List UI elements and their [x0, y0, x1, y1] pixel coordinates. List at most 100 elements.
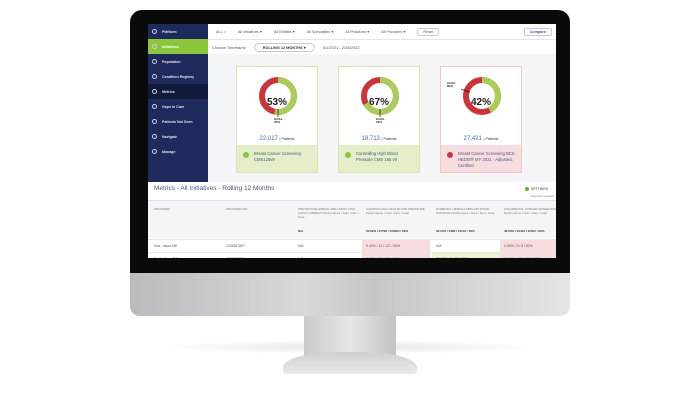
- table-cell: 0.00% / 0 / 8 / 50%: [504, 244, 533, 248]
- navigate-icon: [152, 134, 157, 139]
- goal-label: GOAL 80%: [447, 81, 456, 89]
- table-cell: N/A: [436, 244, 442, 248]
- card-footer[interactable]: Controlling High Blood Pressure CMS 165 …: [339, 145, 419, 172]
- breadcrumb[interactable]: ALL >: [216, 29, 226, 34]
- table-cell: 36.00% / 9 / 25 / 50%: [436, 257, 468, 258]
- column-header[interactable]: COLORECTAL CANCER SCREENING Performance …: [504, 207, 556, 215]
- table-cell: Smith, Jane DO: [154, 257, 178, 258]
- column-header[interactable]: CONTROLLING HIGH BLOOD PRESSURE Performa…: [366, 207, 425, 215]
- column-header[interactable]: PROVIDER NPI: [226, 207, 248, 211]
- column-summary: 20.82% / 27768 / 133384 / 90%: [366, 229, 409, 233]
- donut-chart: [461, 77, 501, 115]
- sidebar-item-gaps-in-care[interactable]: Gaps in Care: [148, 99, 208, 114]
- table-cell: N/A: [298, 244, 304, 248]
- cell-highlight: [362, 240, 430, 253]
- cell-highlight: [500, 240, 556, 253]
- ring-icon: [152, 89, 157, 94]
- filter-specialties[interactable]: All Specialties ▾: [306, 30, 334, 34]
- column-summary: N/A: [298, 229, 304, 233]
- percent-label: 42%: [470, 97, 491, 108]
- alert-circle-icon: [447, 152, 453, 158]
- card-footer[interactable]: Breast Cancer Screening CMS125v9: [237, 145, 317, 172]
- goal-text: GOAL: [447, 81, 456, 85]
- sidebar-item-population[interactable]: Population: [148, 54, 208, 69]
- table-cell: 9.44% / 12 / 127 / 50%: [366, 244, 401, 248]
- sidebar-item-label: Platform: [162, 29, 177, 34]
- card-footer[interactable]: Breast Cancer Screening BCS HEDIS® MY 20…: [441, 145, 521, 172]
- patient-count: 22,017 | Patients: [237, 136, 317, 142]
- last-updated-note: Data last updated: [530, 194, 554, 198]
- column-header[interactable]: DIABETES: HEMOGLOBIN A1C POOR CONTROL Pe…: [436, 207, 495, 215]
- count-unit: | Patients: [279, 137, 295, 141]
- patient-count: 27,421 | Patients: [441, 136, 521, 142]
- goal-label: GOAL 50%: [274, 117, 283, 125]
- sidebar-item-metrics[interactable]: Metrics: [148, 84, 208, 99]
- sidebar-item-label: Condition Registry: [162, 74, 195, 79]
- filter-entities[interactable]: All Entities ▾: [273, 30, 295, 34]
- goal-value: 50%: [274, 120, 281, 125]
- sidebar-item-label: Metrics: [162, 89, 175, 94]
- timeframe-bar: Choose Timeframe ROLLING 12 MONTHS ▾ 3/1…: [208, 40, 556, 54]
- count-unit: | Patients: [483, 137, 499, 141]
- count-value: 22,017: [259, 136, 278, 142]
- sidebar-item-platform[interactable]: Platform: [148, 24, 208, 39]
- column-summary: 48.00% / 20403 / 42500 / 90%: [504, 229, 545, 233]
- measure-title: Breast Cancer Screening CMS125v9: [254, 151, 301, 162]
- sidebar-item-patients-not-seen[interactable]: Patients Not Seen: [148, 114, 208, 129]
- filter-practices[interactable]: All Practices ▾: [345, 30, 370, 34]
- check-circle-icon: [243, 152, 249, 158]
- table-cell: 1234567897: [226, 244, 245, 248]
- goal-value: 80%: [447, 84, 454, 89]
- gear-icon: [152, 149, 157, 154]
- column-header[interactable]: PROVIDER: [154, 207, 170, 211]
- donut-progress: [463, 77, 501, 115]
- sidebar-item-label: Patients Not Seen: [162, 119, 193, 124]
- table-cell: 1356398500: [226, 257, 245, 258]
- settings-button[interactable]: SETTINGS: [525, 187, 548, 191]
- table-row[interactable]: Smith, Jane DO 1356398500 N/A 5.56% / 12 / …: [148, 252, 556, 258]
- filter-initiatives[interactable]: All Initiatives ▾: [237, 30, 262, 34]
- table-row[interactable]: Doe, Jason MD 1234567897 N/A 9.44% / 12 / 1…: [148, 239, 556, 253]
- column-header[interactable]: PREVENTIVE ANNUAL WELLNESS VISIT (AWV) C…: [298, 207, 359, 219]
- sidebar-item-navigate[interactable]: Navigate: [148, 129, 208, 144]
- compare-button[interactable]: Compare: [523, 27, 552, 36]
- count-value: 27,421: [463, 136, 482, 142]
- metric-card[interactable]: 67% GOAL 50% 18,713 | Patients Controllin…: [338, 66, 420, 173]
- bar-chart-icon: [152, 29, 157, 34]
- patient-count: 18,713 | Patients: [339, 136, 419, 142]
- percent-label: 53%: [266, 97, 287, 108]
- goal-text: GOAL: [274, 117, 283, 121]
- table-cell: N/A: [298, 257, 304, 258]
- measure-title: Controlling High Blood Pressure CMS 165 …: [356, 151, 398, 162]
- dashboard-screen: Platform Initiatives Population Condition R…: [148, 24, 556, 258]
- sidebar-item-label: Population: [162, 59, 181, 64]
- table-header: PROVIDER PROVIDER NPI PREVENTIVE ANNUAL WE…: [148, 200, 556, 238]
- goal-text: GOAL: [376, 117, 385, 121]
- goal-value: 50%: [376, 120, 383, 125]
- reset-button[interactable]: Reset: [417, 27, 440, 36]
- check-circle-icon: [345, 152, 351, 158]
- gaps-icon: [152, 104, 157, 109]
- table-title: Metrics - All Initiatives - Rolling 12 M…: [154, 185, 275, 192]
- measure-title: Breast Cancer Screening BCS HEDIS® MY 20…: [458, 151, 515, 168]
- donut-chart: [259, 77, 297, 117]
- sidebar-item-condition-registry[interactable]: Condition Registry: [148, 69, 208, 84]
- sidebar-item-initiatives[interactable]: Initiatives: [148, 39, 208, 54]
- date-range: 3/1/2021 - 2/28/2022: [322, 44, 360, 50]
- goal-marker: [461, 88, 470, 93]
- registry-icon: [152, 74, 157, 79]
- cell-highlight: [500, 253, 556, 258]
- table-cell: Doe, Jason MD: [154, 244, 178, 248]
- timeframe-label: Choose Timeframe: [212, 44, 246, 50]
- table-cell: 12.00% / 12 / 100 / 50%: [504, 257, 540, 258]
- filter-providers[interactable]: All Providers ▾: [381, 30, 406, 34]
- metric-card[interactable]: 53% GOAL 50% 22,017 | Patients Breast Can…: [236, 66, 318, 173]
- cell-highlight: [362, 253, 430, 258]
- sidebar-item-manage[interactable]: Manage: [148, 144, 208, 159]
- cell-highlight: [432, 253, 500, 258]
- sidebar: Platform Initiatives Population Condition R…: [148, 24, 208, 182]
- timeframe-select[interactable]: ROLLING 12 MONTHS ▾: [253, 42, 315, 52]
- metric-card[interactable]: 42% GOAL 80% 27,421 | Patients Breast Can…: [440, 66, 522, 173]
- goal-label: GOAL 50%: [376, 117, 385, 125]
- donut-chart: [361, 77, 399, 117]
